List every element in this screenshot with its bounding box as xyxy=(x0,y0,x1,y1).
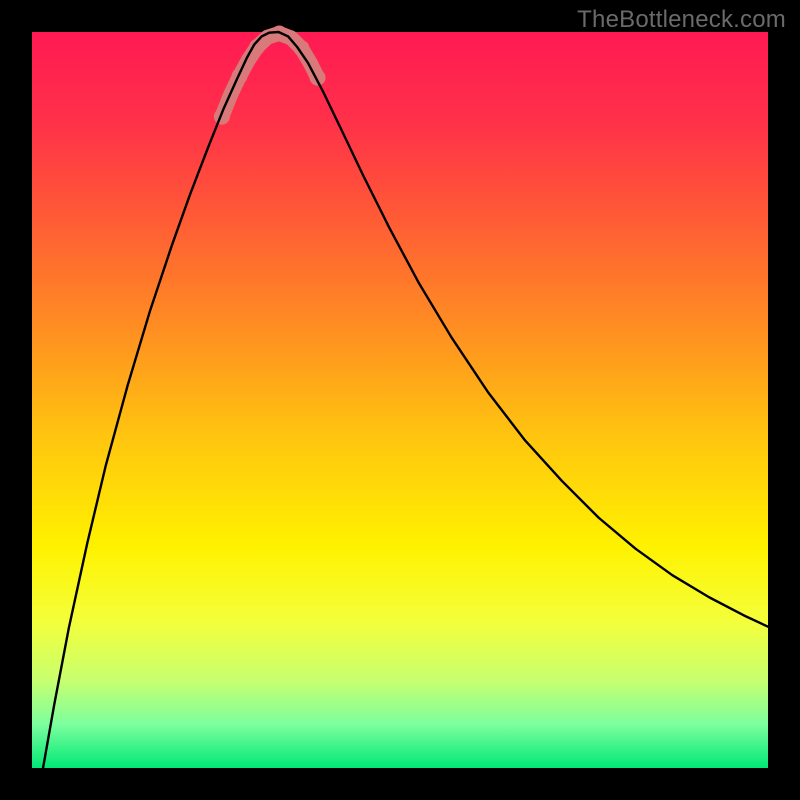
chart-stage: TheBottleneck.com xyxy=(0,0,800,800)
watermark-text: TheBottleneck.com xyxy=(577,6,786,34)
chart-svg xyxy=(0,0,800,800)
bottleneck-curve xyxy=(43,32,768,768)
